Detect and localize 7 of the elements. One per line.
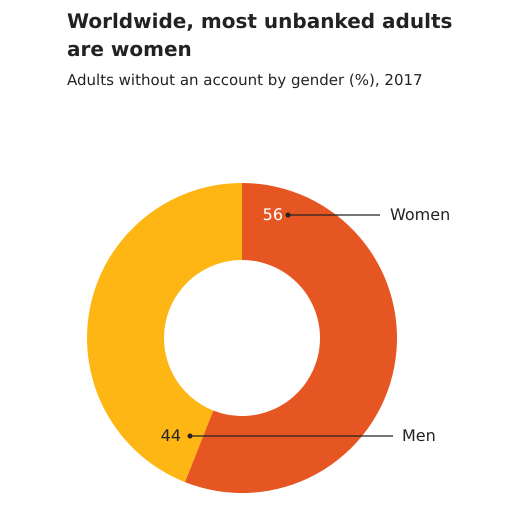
- slice-label: Men: [402, 426, 436, 445]
- donut-slice: [87, 183, 242, 482]
- chart-title: Worldwide, most unbanked adults are women: [67, 9, 452, 61]
- chart-subtitle: Adults without an account by gender (%), 2017: [67, 71, 423, 89]
- slice-label: Women: [390, 205, 450, 224]
- data-label: 44: [160, 426, 181, 445]
- data-label: 56: [262, 205, 283, 224]
